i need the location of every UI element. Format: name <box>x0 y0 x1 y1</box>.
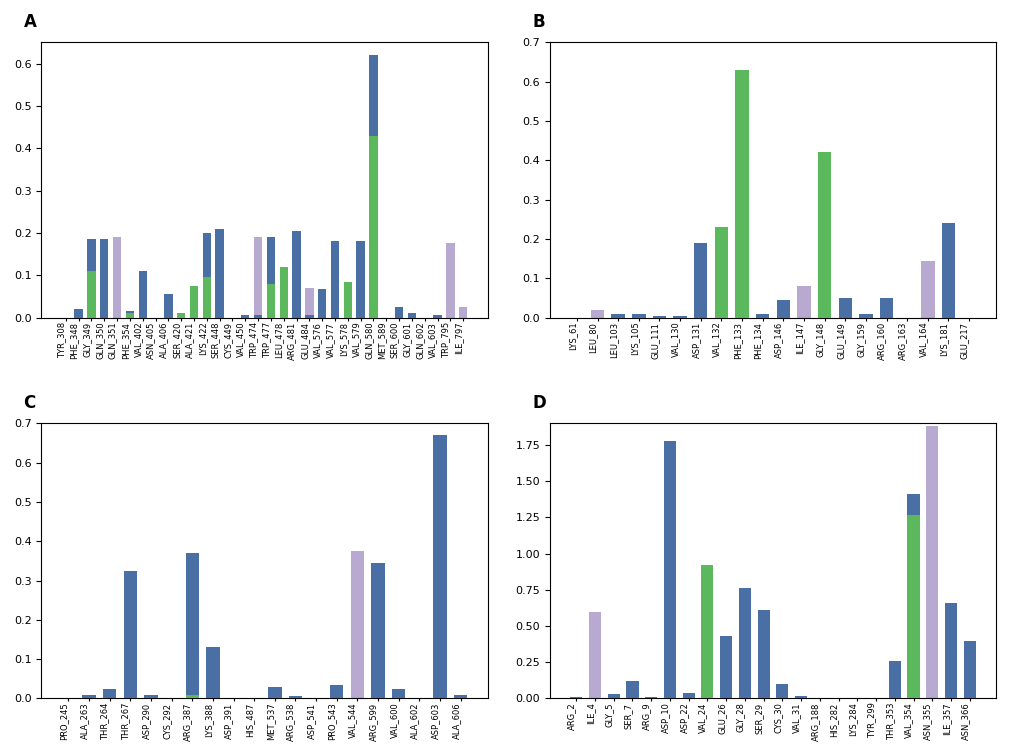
Bar <box>113 237 121 318</box>
Bar <box>818 259 831 318</box>
Bar <box>330 685 343 698</box>
Bar <box>941 223 955 318</box>
Bar <box>964 640 976 698</box>
Bar <box>267 263 275 318</box>
Bar <box>268 686 282 698</box>
Bar <box>206 647 219 698</box>
Bar <box>177 313 186 318</box>
Bar <box>735 298 748 318</box>
Bar <box>591 310 604 318</box>
Bar <box>370 136 378 318</box>
Bar <box>797 286 811 318</box>
Bar <box>318 288 326 318</box>
Bar <box>267 284 275 318</box>
Bar <box>165 294 173 318</box>
Bar <box>186 695 199 698</box>
Bar <box>818 153 831 318</box>
Bar <box>777 300 790 318</box>
Bar <box>87 271 96 318</box>
Bar <box>370 55 378 136</box>
Bar <box>632 313 645 318</box>
Bar <box>392 689 405 698</box>
Bar <box>921 260 934 318</box>
Bar <box>889 661 901 698</box>
Bar <box>190 286 198 318</box>
Bar <box>254 237 263 318</box>
Bar <box>907 515 920 698</box>
Bar <box>254 316 263 318</box>
Bar <box>777 684 789 698</box>
Bar <box>395 307 403 318</box>
Bar <box>571 697 583 698</box>
Bar <box>292 231 301 318</box>
Bar <box>735 70 748 318</box>
Bar <box>267 237 275 284</box>
Bar <box>715 227 728 318</box>
Bar <box>357 242 365 318</box>
Text: B: B <box>532 14 544 32</box>
Bar <box>880 298 893 318</box>
Bar <box>280 303 288 318</box>
Bar <box>907 495 920 515</box>
Bar <box>694 243 707 318</box>
Bar <box>215 229 224 318</box>
Bar <box>664 441 676 698</box>
Bar <box>446 243 454 318</box>
Bar <box>372 563 385 698</box>
Bar <box>203 277 211 318</box>
Bar <box>674 316 687 318</box>
Bar <box>350 551 364 698</box>
Bar <box>100 239 108 318</box>
Bar <box>82 695 96 698</box>
Bar <box>758 610 770 698</box>
Bar <box>186 553 199 695</box>
Bar <box>611 313 625 318</box>
Bar <box>433 435 446 698</box>
Bar <box>123 571 137 698</box>
Bar <box>125 313 134 318</box>
Bar <box>860 313 873 318</box>
Bar <box>103 689 116 698</box>
Bar <box>589 612 601 698</box>
Bar <box>453 695 468 698</box>
Bar <box>280 267 288 318</box>
Bar <box>408 313 416 318</box>
Bar <box>683 692 695 698</box>
Bar <box>305 316 313 318</box>
Bar <box>795 695 807 698</box>
Bar <box>889 690 901 698</box>
Bar <box>945 603 957 698</box>
Bar <box>459 307 468 318</box>
Bar <box>203 233 211 277</box>
Bar <box>305 288 313 318</box>
Text: D: D <box>532 394 545 412</box>
Bar <box>838 298 852 318</box>
Text: C: C <box>23 394 35 412</box>
Bar <box>715 312 728 318</box>
Bar <box>738 588 751 698</box>
Bar <box>645 697 658 698</box>
Bar <box>138 271 146 318</box>
Bar <box>926 427 938 698</box>
Bar <box>652 316 667 318</box>
Bar <box>755 313 770 318</box>
Bar <box>331 242 339 318</box>
Bar <box>87 239 96 271</box>
Bar <box>289 696 302 698</box>
Text: A: A <box>23 14 36 32</box>
Bar <box>626 681 638 698</box>
Bar <box>701 565 713 698</box>
Bar <box>433 316 441 318</box>
Bar <box>241 316 249 318</box>
Bar <box>268 696 282 698</box>
Bar <box>75 309 83 318</box>
Bar <box>144 695 158 698</box>
Bar <box>343 282 351 318</box>
Bar <box>331 292 339 318</box>
Bar <box>608 694 620 698</box>
Bar <box>720 636 732 698</box>
Bar <box>125 311 134 313</box>
